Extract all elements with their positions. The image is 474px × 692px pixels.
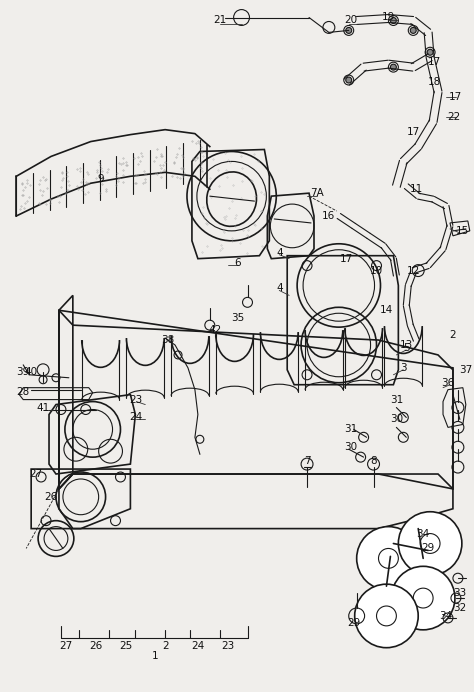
- Text: 29: 29: [347, 618, 360, 628]
- Circle shape: [398, 511, 462, 575]
- Text: 25: 25: [119, 641, 132, 650]
- Text: 3: 3: [400, 363, 407, 373]
- Text: 27: 27: [59, 641, 73, 650]
- Text: 5: 5: [403, 343, 410, 353]
- Text: 17: 17: [340, 254, 354, 264]
- Text: 6: 6: [234, 257, 241, 268]
- Circle shape: [346, 77, 352, 83]
- Text: 26: 26: [89, 641, 102, 650]
- Text: 2: 2: [162, 641, 168, 650]
- Text: 7A: 7A: [310, 188, 324, 198]
- Text: 24: 24: [130, 412, 143, 422]
- Circle shape: [410, 28, 416, 33]
- Text: 40: 40: [25, 367, 38, 377]
- Circle shape: [356, 527, 420, 590]
- Text: 28: 28: [17, 387, 30, 397]
- Circle shape: [346, 28, 352, 33]
- Circle shape: [392, 566, 455, 630]
- Text: 23: 23: [221, 641, 234, 650]
- Circle shape: [355, 584, 418, 648]
- Text: 31: 31: [390, 394, 403, 405]
- Text: 31: 31: [344, 424, 357, 435]
- Text: 36: 36: [441, 378, 455, 388]
- Text: 23: 23: [130, 394, 143, 405]
- Text: 10: 10: [370, 266, 383, 275]
- Text: 35: 35: [231, 313, 244, 323]
- Text: 21: 21: [213, 15, 227, 26]
- Text: 34: 34: [417, 529, 430, 538]
- Circle shape: [427, 49, 433, 55]
- Text: 27: 27: [29, 469, 43, 479]
- Text: 17: 17: [449, 92, 463, 102]
- Circle shape: [391, 64, 396, 70]
- Text: 38: 38: [162, 335, 175, 345]
- Text: 17: 17: [428, 57, 441, 67]
- Text: 13: 13: [400, 340, 413, 350]
- Text: 12: 12: [407, 266, 420, 275]
- Text: 7: 7: [304, 456, 310, 466]
- Text: 26: 26: [45, 492, 58, 502]
- Text: 37: 37: [459, 365, 473, 375]
- Text: 22: 22: [447, 111, 461, 122]
- Text: 30: 30: [344, 442, 357, 453]
- Text: 2: 2: [450, 330, 456, 340]
- Text: 16: 16: [322, 211, 336, 221]
- Text: 9: 9: [97, 174, 104, 184]
- Text: 34: 34: [439, 611, 453, 621]
- Text: 14: 14: [380, 305, 393, 316]
- Text: 17: 17: [407, 127, 420, 136]
- Text: 30: 30: [390, 415, 403, 424]
- Text: 11: 11: [410, 184, 423, 194]
- Text: 18: 18: [428, 77, 441, 87]
- Text: 41: 41: [36, 403, 50, 412]
- Text: 8: 8: [370, 456, 377, 466]
- Text: 33: 33: [453, 588, 466, 598]
- Text: 1: 1: [152, 650, 158, 661]
- Text: 4: 4: [276, 248, 283, 257]
- Text: 24: 24: [191, 641, 204, 650]
- Text: 19: 19: [382, 12, 395, 21]
- Text: 20: 20: [344, 15, 357, 26]
- Text: 15: 15: [456, 226, 469, 236]
- Circle shape: [391, 17, 396, 24]
- Text: 29: 29: [421, 543, 435, 554]
- Text: 42: 42: [208, 325, 221, 335]
- Text: 39: 39: [17, 367, 30, 377]
- Text: 32: 32: [453, 603, 466, 613]
- Text: 4: 4: [276, 284, 283, 293]
